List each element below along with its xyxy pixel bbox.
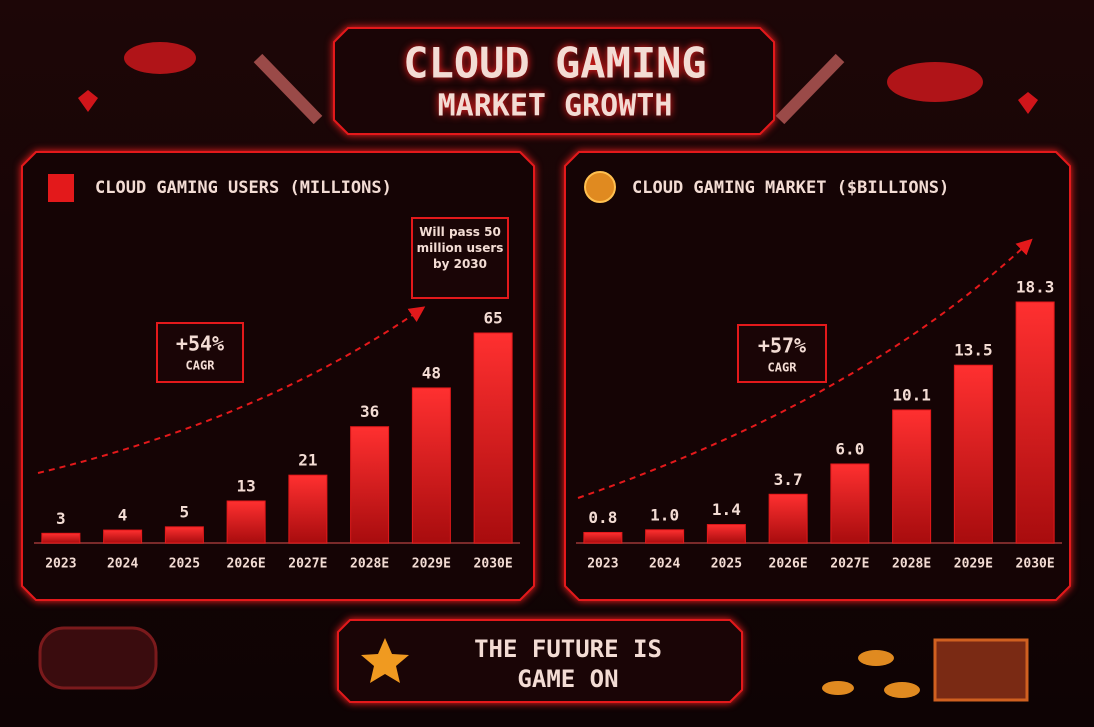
trend-arrow <box>37 306 426 474</box>
bar <box>645 529 685 544</box>
chart-title: CLOUD GAMING USERS (MILLIONS) <box>95 178 392 198</box>
bar <box>892 409 932 544</box>
bar <box>830 463 870 544</box>
footer-frame <box>337 619 743 703</box>
panel <box>21 151 535 601</box>
bar <box>103 529 143 544</box>
value-label: 4 <box>118 506 128 525</box>
cagr-box <box>737 324 827 383</box>
x-tick-label: 2025 <box>169 557 200 572</box>
bar <box>226 500 266 544</box>
value-label: 5 <box>180 502 190 521</box>
bar <box>41 532 81 544</box>
title-frame <box>333 27 775 135</box>
bar <box>473 332 513 544</box>
title: CLOUD GAMING <box>403 39 706 88</box>
x-tick-label: 2024 <box>107 557 138 572</box>
x-tick-label: 2023 <box>587 557 618 572</box>
cagr-box <box>156 322 244 383</box>
coin-icon <box>584 171 616 203</box>
cagr-value: +57% <box>758 334 806 358</box>
bar <box>768 493 808 544</box>
bar <box>953 364 993 544</box>
x-tick-label: 2026E <box>227 557 266 572</box>
value-label: 65 <box>483 309 502 328</box>
x-tick-label: 2023 <box>45 557 76 572</box>
value-label: 18.3 <box>1016 278 1055 297</box>
x-tick-label: 2024 <box>649 557 680 572</box>
x-tick-label: 2029E <box>954 557 993 572</box>
bar <box>706 524 746 544</box>
value-label: 0.8 <box>588 508 617 527</box>
callout-box <box>411 217 509 299</box>
x-tick-label: 2025 <box>711 557 742 572</box>
callout-text: Will pass 50 million users by 2030 <box>416 225 504 271</box>
subtitle: MARKET GROWTH <box>438 89 673 124</box>
cagr-label: CAGR <box>186 359 216 373</box>
value-label: 36 <box>360 402 379 421</box>
value-label: 3 <box>56 509 66 528</box>
x-tick-label: 2030E <box>1016 557 1055 572</box>
value-label: 13.5 <box>954 341 993 360</box>
value-label: 13 <box>236 477 255 496</box>
x-tick-label: 2027E <box>830 557 869 572</box>
x-tick-label: 2027E <box>288 557 327 572</box>
value-label: 6.0 <box>835 439 864 458</box>
x-tick-label: 2026E <box>769 557 808 572</box>
value-label: 21 <box>298 451 317 470</box>
value-label: 48 <box>422 363 441 382</box>
bar <box>164 526 204 544</box>
x-tick-label: 2028E <box>892 557 931 572</box>
value-label: 1.0 <box>650 505 679 524</box>
bar <box>1015 301 1055 544</box>
bar <box>288 474 328 544</box>
x-tick-label: 2030E <box>474 557 513 572</box>
value-label: 1.4 <box>712 500 741 519</box>
trend-arrow <box>577 238 1033 499</box>
cagr-value: +54% <box>176 332 224 356</box>
value-label: 3.7 <box>774 470 803 489</box>
callout: Will pass 50 million users by 2030 <box>416 225 504 271</box>
bar <box>411 387 451 544</box>
value-label: 10.1 <box>892 385 931 404</box>
bar <box>583 531 623 544</box>
bar <box>350 426 390 544</box>
x-tick-label: 2029E <box>412 557 451 572</box>
users-icon <box>48 174 74 202</box>
footer-line: THE FUTURE IS <box>474 635 662 663</box>
chart-title: CLOUD GAMING MARKET ($BILLIONS) <box>632 178 949 198</box>
footer-line: GAME ON <box>517 665 618 693</box>
star-icon <box>361 638 409 683</box>
cagr-label: CAGR <box>768 361 798 375</box>
x-tick-label: 2028E <box>350 557 389 572</box>
decorations <box>38 42 1038 702</box>
